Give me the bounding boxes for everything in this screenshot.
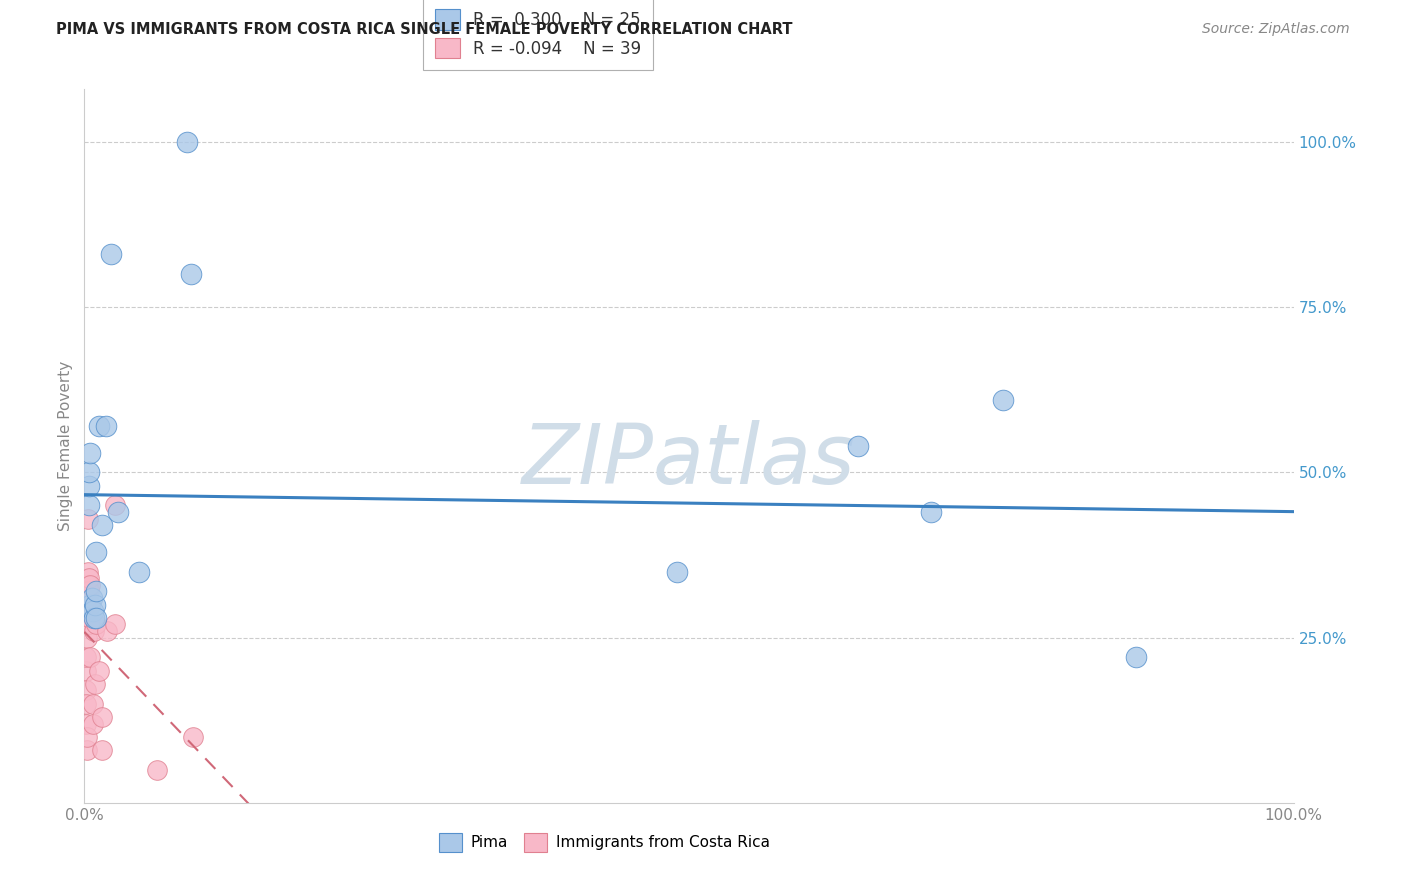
Point — [75, 716, 97, 731]
Point — [846, 439, 869, 453]
Point — [104, 617, 127, 632]
Point — [75, 683, 97, 698]
Point — [77, 565, 100, 579]
Point — [91, 518, 114, 533]
Point — [77, 584, 100, 599]
Point — [96, 624, 118, 638]
Point — [75, 664, 97, 678]
Point — [77, 571, 100, 585]
Text: ZIPatlas: ZIPatlas — [522, 420, 856, 500]
Point — [79, 611, 101, 625]
Point — [665, 565, 688, 579]
Point — [77, 578, 100, 592]
Point — [91, 710, 114, 724]
Point — [94, 419, 117, 434]
Point — [75, 650, 97, 665]
Point — [128, 565, 150, 579]
Point — [77, 591, 100, 605]
Point — [76, 743, 98, 757]
Point — [82, 697, 104, 711]
Y-axis label: Single Female Poverty: Single Female Poverty — [58, 361, 73, 531]
Point — [84, 677, 107, 691]
Point — [181, 730, 204, 744]
Point — [77, 478, 100, 492]
Point — [77, 617, 100, 632]
Point — [79, 650, 101, 665]
Point — [79, 445, 101, 459]
Point — [76, 631, 98, 645]
Point — [83, 624, 105, 638]
Point — [79, 598, 101, 612]
Point — [146, 763, 169, 777]
Point — [86, 611, 108, 625]
Point — [77, 617, 100, 632]
Point — [87, 419, 110, 434]
Point — [1125, 650, 1147, 665]
Point — [76, 730, 98, 744]
Text: PIMA VS IMMIGRANTS FROM COSTA RICA SINGLE FEMALE POVERTY CORRELATION CHART: PIMA VS IMMIGRANTS FROM COSTA RICA SINGL… — [56, 22, 793, 37]
Point — [86, 545, 108, 559]
Point — [75, 697, 97, 711]
Point — [86, 617, 108, 632]
Point — [91, 743, 114, 757]
Point — [100, 247, 122, 261]
Point — [87, 664, 110, 678]
Point — [75, 598, 97, 612]
Point — [77, 466, 100, 480]
Point — [82, 716, 104, 731]
Legend: Pima, Immigrants from Costa Rica: Pima, Immigrants from Costa Rica — [432, 825, 778, 859]
Point — [80, 591, 103, 605]
Point — [76, 578, 98, 592]
Point — [180, 267, 202, 281]
Point — [107, 505, 129, 519]
Point — [76, 611, 98, 625]
Point — [86, 584, 108, 599]
Point — [77, 598, 100, 612]
Point — [79, 578, 101, 592]
Point — [76, 584, 98, 599]
Point — [77, 604, 100, 618]
Point — [76, 598, 98, 612]
Point — [83, 611, 105, 625]
Text: Source: ZipAtlas.com: Source: ZipAtlas.com — [1202, 22, 1350, 37]
Point — [77, 499, 100, 513]
Point — [993, 392, 1015, 407]
Point — [77, 511, 100, 525]
Point — [84, 598, 107, 612]
Point — [176, 135, 198, 149]
Point — [920, 505, 942, 519]
Point — [104, 499, 127, 513]
Point — [82, 604, 104, 618]
